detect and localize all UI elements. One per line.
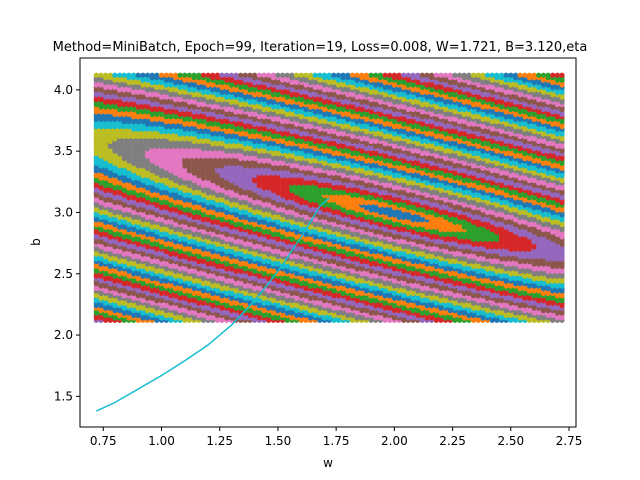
- surface-point: [158, 72, 165, 78]
- surface-point: [303, 72, 309, 78]
- surface-point: [224, 72, 230, 78]
- surface-point: [200, 72, 206, 78]
- surface-point: [168, 72, 174, 78]
- surface-point: [256, 72, 262, 78]
- surface-point: [312, 72, 318, 78]
- surface-point: [98, 72, 104, 78]
- surface-point: [289, 72, 295, 78]
- surface-point: [210, 72, 216, 78]
- surface-point: [214, 72, 220, 78]
- surface-point: [163, 72, 169, 78]
- surface-point: [121, 72, 127, 78]
- surface-point: [228, 72, 234, 78]
- surface-point: [284, 72, 290, 78]
- surface-point: [294, 72, 300, 78]
- surface-point: [270, 72, 276, 78]
- surface-point: [112, 72, 118, 78]
- surface-point: [154, 72, 160, 78]
- surface-point: [196, 72, 202, 78]
- surface-point: [317, 72, 323, 78]
- surface-point: [261, 72, 267, 78]
- surface-point: [149, 72, 155, 78]
- surface-point: [233, 72, 239, 78]
- surface-point: [126, 72, 132, 78]
- surface-point: [205, 72, 211, 78]
- surface-point: [172, 72, 179, 78]
- surface-point: [242, 72, 248, 78]
- surface-point: [140, 72, 146, 78]
- surface-point: [307, 72, 314, 78]
- surface-point: [182, 72, 188, 78]
- surface-point: [117, 72, 123, 78]
- surface-point: [144, 72, 151, 78]
- loss-surface: [93, 72, 565, 323]
- surface-point: [135, 72, 141, 78]
- surface-point: [177, 72, 183, 78]
- surface-point: [266, 72, 272, 78]
- surface-point: [298, 72, 304, 78]
- surface-point: [186, 72, 192, 78]
- surface-point: [238, 72, 244, 78]
- surface-point: [131, 72, 137, 78]
- surface-point: [103, 72, 109, 78]
- surface-point: [275, 72, 281, 78]
- surface-point: [107, 72, 113, 78]
- surface-point: [247, 72, 253, 78]
- surface-point: [219, 72, 225, 78]
- surface-point: [93, 72, 99, 78]
- surface-point: [252, 72, 258, 78]
- surface-point: [280, 72, 286, 78]
- surface-point: [191, 72, 197, 78]
